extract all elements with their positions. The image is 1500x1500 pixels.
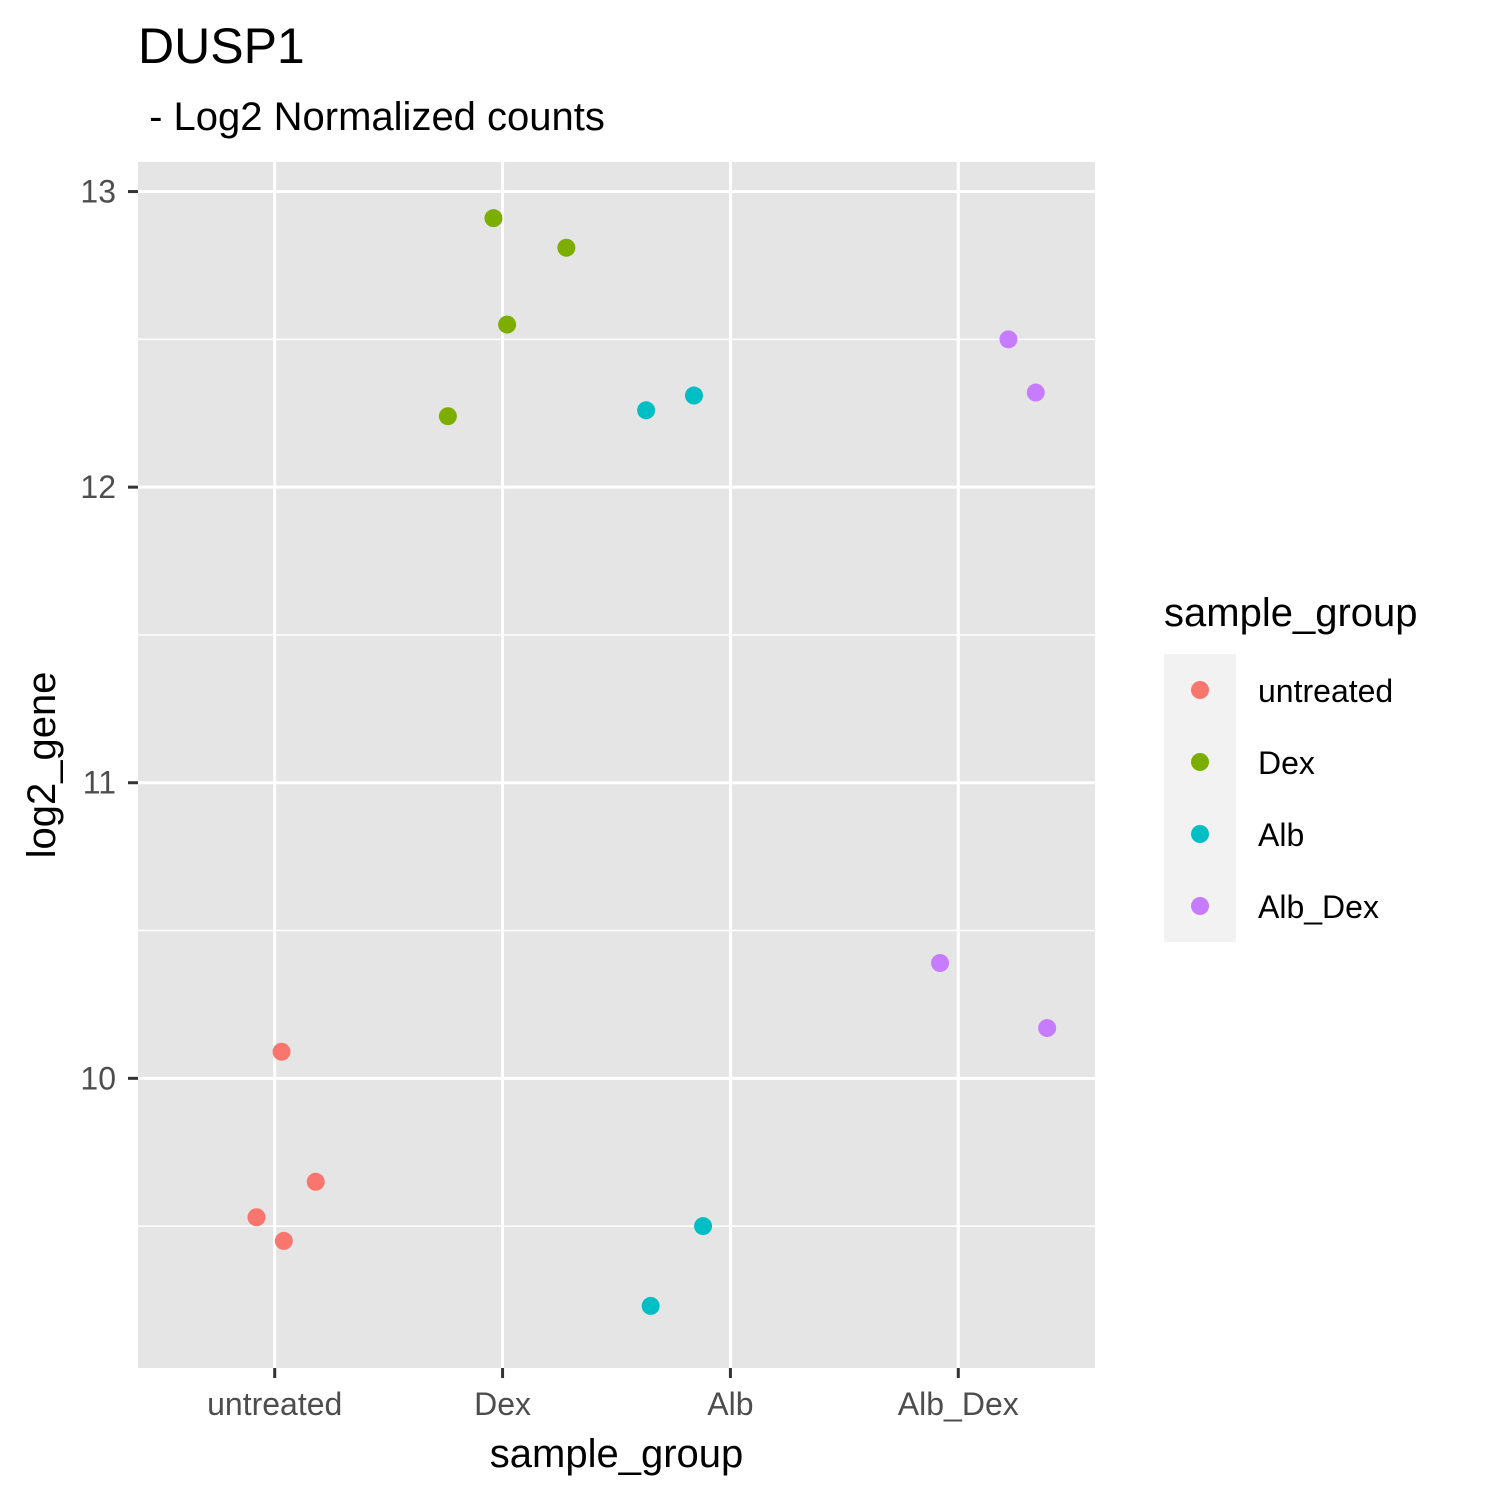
legend-label: untreated	[1258, 673, 1393, 709]
legend-label: Dex	[1258, 745, 1315, 781]
data-point	[498, 315, 517, 334]
minor-gridlines	[138, 338, 1095, 1227]
y-tick-label: 12	[80, 469, 116, 505]
y-tick-label: 13	[80, 174, 116, 210]
data-point	[557, 238, 576, 257]
x-tick-label: untreated	[207, 1386, 342, 1422]
x-axis-label: sample_group	[490, 1432, 744, 1476]
data-point	[306, 1172, 325, 1191]
data-point	[1026, 383, 1045, 402]
chart-subtitle: - Log2 Normalized counts	[138, 95, 605, 139]
data-point	[274, 1231, 293, 1250]
y-axis-label: log2_gene	[20, 672, 64, 859]
legend-label: Alb	[1258, 817, 1304, 853]
data-point	[247, 1208, 266, 1227]
legend-key	[1191, 753, 1209, 771]
data-point	[438, 407, 457, 426]
x-tick-label: Alb_Dex	[898, 1386, 1019, 1422]
data-point	[684, 386, 703, 405]
data-point	[1038, 1019, 1057, 1038]
plot-panel	[138, 162, 1095, 1368]
legend: sample_group untreated Dex Alb Alb_Dex	[1164, 591, 1418, 942]
legend-label: Alb_Dex	[1258, 889, 1379, 925]
x-axis: untreated Dex Alb Alb_Dex	[207, 1368, 1019, 1422]
y-tick-label: 10	[80, 1060, 116, 1096]
data-point	[694, 1217, 713, 1236]
data-point	[484, 209, 503, 228]
x-tick-label: Alb	[707, 1386, 753, 1422]
data-point	[641, 1296, 660, 1315]
y-tick-label: 11	[83, 765, 116, 801]
legend-key-background	[1164, 654, 1236, 942]
chart-title: DUSP1	[138, 18, 305, 74]
legend-key	[1191, 681, 1209, 699]
major-gridlines	[138, 162, 1095, 1368]
data-point	[272, 1042, 291, 1061]
y-axis: 10 11 12 13	[80, 174, 138, 1096]
data-points	[247, 209, 1057, 1315]
data-point	[999, 330, 1018, 349]
legend-key	[1191, 825, 1209, 843]
data-point	[637, 401, 656, 420]
legend-key	[1191, 897, 1209, 915]
legend-title: sample_group	[1164, 591, 1418, 635]
data-point	[931, 954, 950, 973]
x-tick-label: Dex	[474, 1386, 531, 1422]
